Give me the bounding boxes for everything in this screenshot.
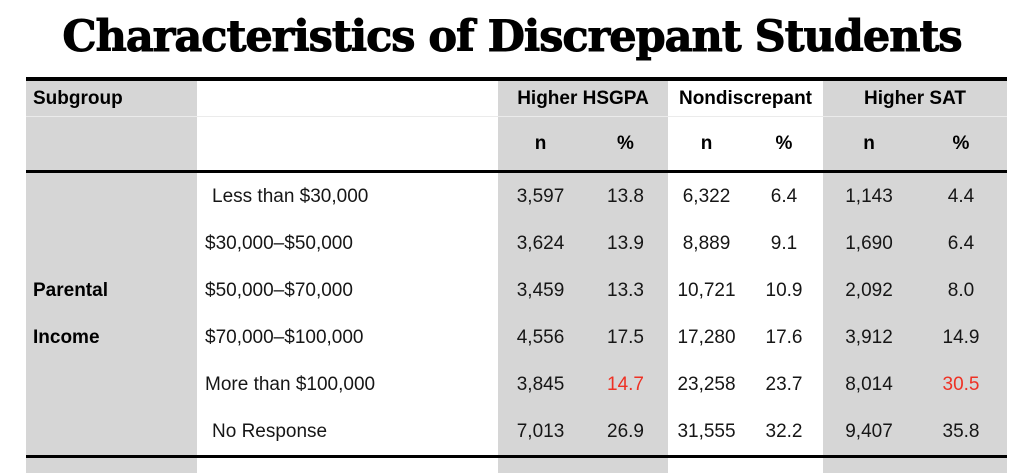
sat-pct-cell: 6.4: [915, 220, 1007, 267]
body-bottom-border: [26, 455, 1007, 458]
nondiscrepant-pct-cell: 10.9: [765, 279, 803, 301]
table-top-border: [26, 77, 1007, 81]
nondiscrepant-pct-cell: 23.7: [765, 373, 803, 395]
hsgpa-pct-cell: 17.5: [583, 314, 668, 361]
clipped-next-row: [26, 458, 1007, 473]
hsgpa-pct-cell: 13.3: [583, 267, 668, 314]
nondiscrepant-n-cell: 23,258: [677, 373, 736, 395]
row-label: $70,000–$100,000: [205, 326, 364, 348]
nondiscrepant-n-cell: 10,721: [677, 279, 736, 301]
subheader-hsgpa-pct: %: [583, 117, 668, 170]
hsgpa-n-cell: 4,556: [498, 314, 583, 361]
nondiscrepant-n-cell: 6,322: [682, 185, 731, 207]
subheader-nondiscrepant-pct: %: [775, 132, 793, 154]
hsgpa-pct-cell: 13.8: [583, 173, 668, 220]
row-label: $50,000–$70,000: [205, 279, 353, 301]
sat-pct-cell: 35.8: [915, 408, 1007, 455]
nondiscrepant-n-cell: 17,280: [677, 326, 736, 348]
clipped-cell: [26, 458, 197, 473]
subheader-nondiscrepant-n: n: [700, 132, 713, 154]
sat-pct-cell: 4.4: [915, 173, 1007, 220]
column-group-nondiscrepant: Nondiscrepant: [668, 81, 823, 117]
column-header-subgroup: Subgroup: [26, 81, 197, 117]
column-group-higher-sat: Higher SAT: [823, 81, 1007, 117]
column-group-higher-hsgpa: Higher HSGPA: [498, 81, 668, 117]
row-group-label-line2: Income: [33, 326, 100, 348]
column-header-empty: [197, 81, 498, 117]
row-label: More than $100,000: [205, 373, 376, 395]
subheader-sat-pct: %: [915, 117, 1007, 170]
clipped-cell: [498, 458, 668, 473]
clipped-cell: [823, 458, 1007, 473]
sat-n-cell: 2,092: [823, 267, 915, 314]
hsgpa-n-cell: 3,597: [498, 173, 583, 220]
sat-n-cell: 8,014: [823, 361, 915, 408]
hsgpa-pct-cell-highlighted: 14.7: [583, 361, 668, 408]
hsgpa-n-cell: 3,624: [498, 220, 583, 267]
header-divider: [26, 170, 1007, 173]
table-header: Subgroup Higher HSGPA Nondiscrepant High…: [26, 81, 1007, 170]
sat-pct-cell: 14.9: [915, 314, 1007, 361]
sat-pct-cell-highlighted: 30.5: [915, 361, 1007, 408]
sat-pct-cell: 8.0: [915, 267, 1007, 314]
nondiscrepant-pct-cell: 32.2: [765, 420, 803, 442]
nondiscrepant-pct-cell: 6.4: [770, 185, 798, 207]
hsgpa-n-cell: 3,845: [498, 361, 583, 408]
hsgpa-pct-cell: 26.9: [583, 408, 668, 455]
sat-n-cell: 3,912: [823, 314, 915, 361]
nondiscrepant-n-cell: 31,555: [677, 420, 736, 442]
row-group-label-line1: Parental: [33, 279, 108, 301]
subheader-spacer: [26, 117, 197, 170]
row-label: No Response: [212, 420, 328, 442]
table-body: Parental Income Less than $30,000 3,597 …: [26, 173, 1007, 455]
subheader-hsgpa-n: n: [498, 117, 583, 170]
hsgpa-n-cell: 7,013: [498, 408, 583, 455]
clipped-cell: [197, 458, 498, 473]
hsgpa-pct-cell: 13.9: [583, 220, 668, 267]
sat-n-cell: 9,407: [823, 408, 915, 455]
row-group-parental-income: Parental Income: [26, 173, 197, 455]
subheader-sat-n: n: [823, 117, 915, 170]
hsgpa-n-cell: 3,459: [498, 267, 583, 314]
nondiscrepant-pct-cell: 17.6: [765, 326, 803, 348]
clipped-cell: [668, 458, 823, 473]
sat-n-cell: 1,143: [823, 173, 915, 220]
page-title: Characteristics of Discrepant Students: [62, 12, 963, 63]
row-label: $30,000–$50,000: [205, 232, 353, 254]
subheader-spacer: [197, 117, 498, 170]
sat-n-cell: 1,690: [823, 220, 915, 267]
nondiscrepant-pct-cell: 9.1: [770, 232, 798, 254]
characteristics-table: Subgroup Higher HSGPA Nondiscrepant High…: [26, 77, 1007, 473]
nondiscrepant-n-cell: 8,889: [682, 232, 731, 254]
row-label: Less than $30,000: [212, 185, 369, 207]
